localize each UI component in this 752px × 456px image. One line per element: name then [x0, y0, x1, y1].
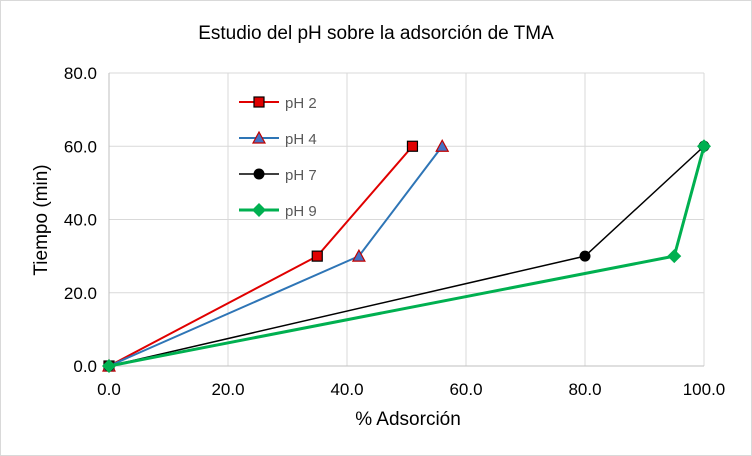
x-tick-label: 60.0	[449, 380, 482, 399]
legend-entry: pH 7	[239, 167, 317, 184]
y-axis-label: Tiempo (min)	[31, 164, 52, 275]
legend-marker	[253, 168, 265, 180]
data-point	[697, 139, 711, 154]
y-tick-label: 0.0	[73, 357, 97, 376]
legend-marker	[253, 96, 265, 108]
x-tick-label: 0.0	[97, 380, 121, 399]
chart-title: Estudio del pH sobre la adsorción de TMA	[198, 23, 554, 44]
x-tick-label: 20.0	[211, 380, 244, 399]
x-tick-label: 80.0	[568, 380, 601, 399]
y-tick-label: 40.0	[64, 211, 97, 230]
y-tick-label: 80.0	[64, 64, 97, 83]
legend-label: pH 9	[285, 203, 317, 220]
data-point	[311, 250, 323, 262]
series-group	[101, 138, 711, 373]
x-tick-label: 100.0	[683, 380, 726, 399]
legend-entry: pH 9	[239, 203, 317, 220]
legend-entry: pH 4	[239, 130, 317, 148]
legend-marker	[252, 203, 266, 217]
y-tick-label: 60.0	[64, 137, 97, 156]
series-4	[102, 139, 711, 373]
x-axis-label: % Adsorción	[355, 409, 461, 430]
grid	[109, 72, 705, 366]
x-tick-label: 40.0	[330, 380, 363, 399]
legend-label: pH 7	[285, 167, 317, 184]
series-3	[103, 140, 710, 372]
legend-marker	[251, 130, 267, 144]
data-point	[406, 140, 419, 152]
data-point	[435, 138, 450, 152]
data-point	[102, 359, 116, 373]
legend-label: pH 2	[285, 95, 317, 112]
series-line	[108, 145, 706, 368]
data-point	[667, 249, 682, 264]
legend-label: pH 4	[285, 131, 317, 148]
series-line	[108, 145, 705, 367]
legend-entry: pH 2	[239, 95, 317, 112]
data-point	[579, 250, 591, 262]
axes: 0.0 20.0 40.0 60.0 80.0 0.0 20.0 40.0 60.0 80.0 10…	[64, 64, 725, 399]
data-point	[351, 248, 366, 262]
series-2	[101, 138, 450, 372]
legend: pH 2 pH 4 pH 7 pH 9	[239, 95, 317, 220]
y-tick-label: 20.0	[64, 284, 97, 303]
